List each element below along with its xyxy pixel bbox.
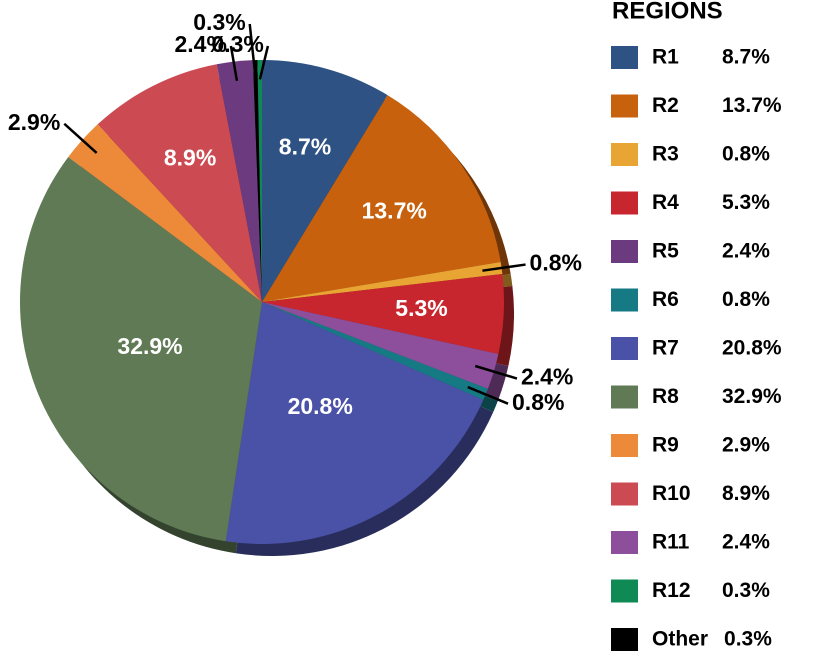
legend-label: R1 <box>652 46 679 69</box>
slice-label: 2.4% <box>174 31 226 57</box>
slice <box>225 302 484 544</box>
slice <box>20 156 263 542</box>
legend-swatch <box>611 482 638 506</box>
slice-label: 32.9% <box>117 333 182 359</box>
legend-swatch <box>611 143 638 166</box>
legend-value: 32.9% <box>722 385 782 408</box>
leader-line <box>63 122 98 154</box>
legend-swatch <box>611 191 638 215</box>
legend-title: REGIONS <box>612 0 723 24</box>
legend-value: 0.3% <box>724 628 772 651</box>
slice <box>262 60 388 302</box>
legend-label: R5 <box>652 240 679 263</box>
slice <box>257 60 262 302</box>
legend-label: R12 <box>652 579 691 602</box>
leader-line <box>474 364 518 380</box>
legend-value: 5.3% <box>722 191 770 214</box>
legend-swatch <box>611 628 638 651</box>
slice-label: 0.3% <box>193 9 245 35</box>
legend-value: 0.8% <box>722 143 770 166</box>
slice-label: 0.8% <box>512 389 564 415</box>
legend-label: R3 <box>652 143 679 166</box>
slice-label: 20.8% <box>288 393 353 419</box>
slice-label: 8.7% <box>279 133 331 159</box>
legend-swatch <box>611 385 638 409</box>
legend-value: 2.4% <box>722 531 770 554</box>
slice <box>262 302 499 389</box>
slice <box>262 95 501 302</box>
slice <box>97 64 262 302</box>
slice-label: 0.8% <box>530 250 582 276</box>
leader-line <box>482 263 526 272</box>
legend-value: 8.9% <box>722 482 770 505</box>
legend-swatch <box>611 579 638 603</box>
legend-swatch <box>611 337 638 360</box>
legend-label: R2 <box>652 94 679 117</box>
legend-swatch <box>611 94 638 118</box>
legend-value: 0.3% <box>722 579 770 602</box>
leader-line <box>258 45 270 80</box>
legend-value: 2.9% <box>722 434 770 457</box>
legend-label: R4 <box>652 191 679 214</box>
slice-label: 0.3% <box>211 31 263 57</box>
leader-line <box>467 385 509 405</box>
legend-label: Other <box>652 628 708 651</box>
legend-value: 0.8% <box>722 288 770 311</box>
leader-line <box>229 45 239 81</box>
slice-label: 5.3% <box>395 295 447 321</box>
legend-swatch <box>611 46 638 69</box>
legend-label: R10 <box>652 482 691 505</box>
legend-label: R8 <box>652 385 679 408</box>
slice <box>262 302 488 401</box>
legend-value: 8.7% <box>722 46 770 69</box>
legend-value: 2.4% <box>722 240 770 263</box>
legend-value: 13.7% <box>722 94 782 117</box>
legend-label: R11 <box>652 531 690 554</box>
legend-swatch <box>611 240 638 263</box>
slice <box>68 124 262 303</box>
legend-swatch <box>611 288 638 312</box>
legend-label: R6 <box>652 288 679 311</box>
legend-value: 20.8% <box>722 337 782 360</box>
slice <box>262 273 504 354</box>
leader-line <box>248 23 257 80</box>
slice-label: 13.7% <box>362 197 427 223</box>
slice-label: 2.9% <box>8 109 60 135</box>
slice <box>252 60 262 303</box>
legend-label: R9 <box>652 434 679 457</box>
slice <box>262 261 503 302</box>
legend-label: R7 <box>652 337 679 360</box>
slice-label: 2.4% <box>521 364 573 390</box>
slice-label: 8.9% <box>164 144 216 170</box>
slice <box>216 60 262 302</box>
legend-swatch <box>611 434 638 457</box>
legend-swatch <box>611 531 638 554</box>
